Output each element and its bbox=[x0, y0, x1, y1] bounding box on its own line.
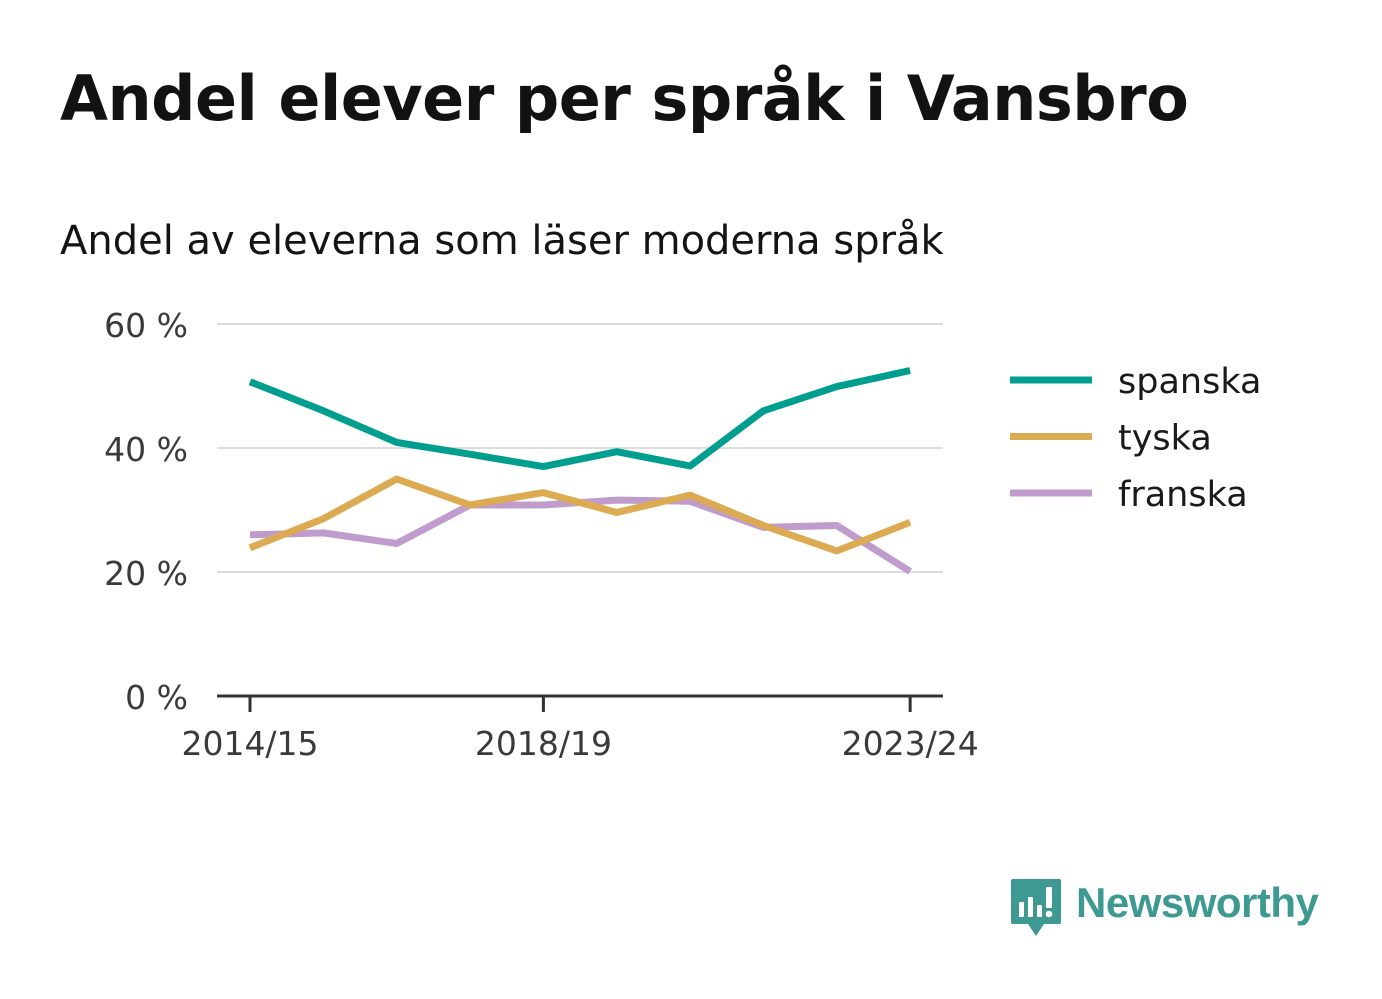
y-tick-label: 60 % bbox=[104, 306, 188, 345]
legend-label-franska: franska bbox=[1118, 475, 1248, 515]
y-tick-label: 0 % bbox=[125, 678, 188, 717]
series-line-spanska bbox=[248, 367, 911, 471]
legend-label-tyska: tyska bbox=[1118, 419, 1212, 459]
chart-subtitle: Andel av eleverna som läser moderna språ… bbox=[60, 218, 944, 264]
x-tick-label: 2023/24 bbox=[842, 724, 979, 763]
newsworthy-logo-icon bbox=[1011, 879, 1061, 936]
y-tick-label: 20 % bbox=[104, 554, 188, 593]
x-tick-label: 2018/19 bbox=[475, 724, 612, 763]
series-line-tyska bbox=[248, 475, 912, 555]
newsworthy-brand: Newsworthy bbox=[1010, 878, 1319, 942]
brand-name: Newsworthy bbox=[1076, 879, 1319, 926]
y-tick-label: 40 % bbox=[104, 430, 188, 469]
x-tick-label: 2014/15 bbox=[181, 724, 318, 763]
chart-title: Andel elever per språk i Vansbro bbox=[60, 62, 1189, 135]
legend-label-spanska: spanska bbox=[1118, 362, 1261, 402]
series-line-franska bbox=[249, 496, 912, 575]
